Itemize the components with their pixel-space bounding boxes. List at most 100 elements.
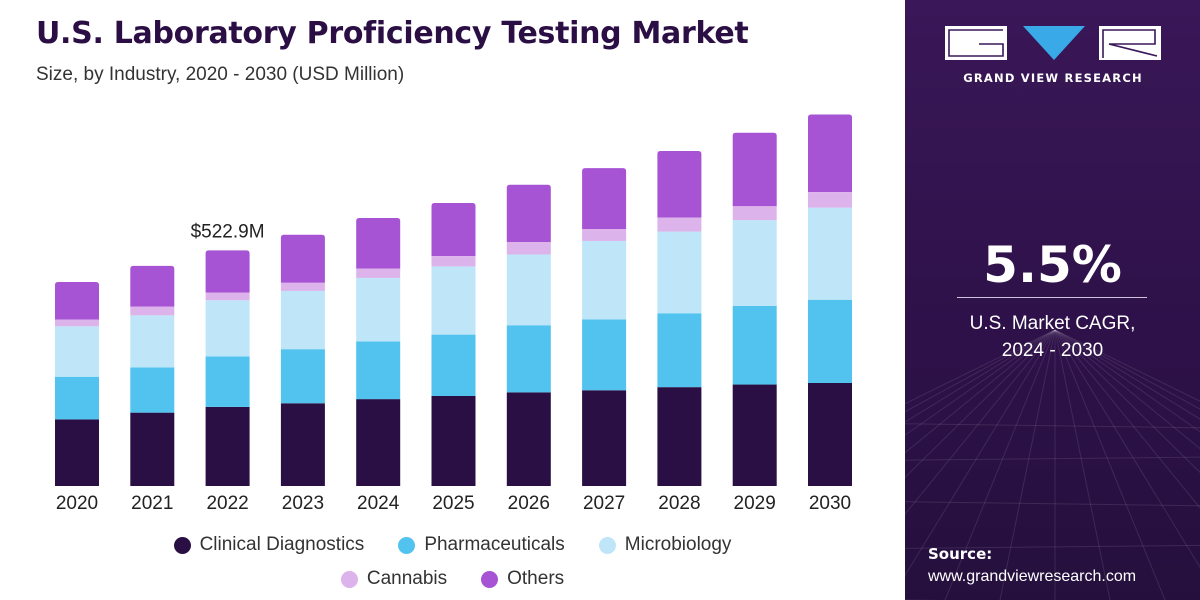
legend-swatch-icon bbox=[598, 536, 616, 554]
bar-segment-clinical-diagnostics-2027 bbox=[582, 390, 627, 486]
source-link[interactable]: www.grandviewresearch.com bbox=[928, 568, 1137, 585]
bar-segment-pharmaceuticals-2026 bbox=[506, 325, 551, 393]
grid-line bbox=[905, 329, 1056, 405]
grid-line bbox=[1054, 329, 1111, 600]
bar-segment-others-2029 bbox=[732, 132, 777, 207]
x-tick-label-2025: 2025 bbox=[432, 493, 474, 514]
bar-segment-microbiology-2022 bbox=[205, 300, 250, 357]
bar-segment-clinical-diagnostics-2030 bbox=[808, 382, 852, 486]
bar-segment-microbiology-2024 bbox=[356, 277, 401, 342]
bar-segment-microbiology-2029 bbox=[732, 220, 777, 306]
grid-line bbox=[905, 329, 1056, 515]
data-label-2022: $522.9M bbox=[191, 221, 265, 242]
legend-label: Microbiology bbox=[624, 534, 732, 555]
cagr-divider bbox=[957, 297, 1147, 298]
x-tick-label-2027: 2027 bbox=[583, 493, 625, 514]
bar-segment-cannabis-2023 bbox=[280, 282, 325, 291]
bar-segment-others-2025 bbox=[431, 202, 476, 257]
legend-swatch-icon bbox=[173, 536, 191, 554]
chart-area: U.S. Laboratory Proficiency Testing Mark… bbox=[36, 16, 852, 590]
grid-line bbox=[1054, 329, 1166, 600]
grid-line bbox=[905, 329, 1056, 436]
x-tick-label-2024: 2024 bbox=[357, 493, 400, 514]
logo-v-triangle-icon bbox=[1023, 26, 1085, 60]
legend-item-others: Others bbox=[481, 568, 564, 590]
stacked-bar-chart: 2020 2021 2022 $522.9M 2023 2024 2025 2026 2027 2… bbox=[55, 114, 852, 514]
legend-label: Cannabis bbox=[366, 568, 448, 589]
legend-label: Clinical Diagnostics bbox=[199, 534, 365, 555]
legend-swatch-icon bbox=[340, 570, 358, 588]
bar-segment-others-2020 bbox=[55, 282, 99, 320]
bar-segment-microbiology-2026 bbox=[506, 254, 551, 326]
grid-line bbox=[905, 329, 1056, 423]
source-label: Source: bbox=[928, 545, 993, 563]
bar-segment-clinical-diagnostics-2029 bbox=[732, 384, 777, 486]
bar-segment-others-2023 bbox=[280, 234, 325, 283]
x-tick-label-2021: 2021 bbox=[131, 493, 173, 514]
cagr-label-line-2: 2024 - 2030 bbox=[1001, 340, 1104, 361]
bar-segment-pharmaceuticals-2028 bbox=[657, 313, 702, 388]
bar-segment-clinical-diagnostics-2025 bbox=[431, 395, 476, 486]
bar-segment-pharmaceuticals-2027 bbox=[582, 319, 627, 391]
bar-segment-cannabis-2026 bbox=[506, 241, 551, 255]
grid-line bbox=[905, 329, 1056, 478]
bar-segment-microbiology-2023 bbox=[280, 290, 325, 350]
bar-segment-cannabis-2028 bbox=[657, 217, 702, 232]
legend-item-cannabis: Cannabis bbox=[340, 568, 448, 590]
x-tick-label-2029: 2029 bbox=[734, 493, 776, 514]
brand-name: GRAND VIEW RESEARCH bbox=[963, 71, 1143, 85]
bar-segment-cannabis-2022 bbox=[205, 292, 250, 301]
page-title: U.S. Laboratory Proficiency Testing Mark… bbox=[36, 16, 749, 51]
bar-segment-cannabis-2025 bbox=[431, 256, 476, 267]
bar-segment-clinical-diagnostics-2028 bbox=[657, 387, 702, 486]
bar-segment-pharmaceuticals-2021 bbox=[130, 367, 175, 413]
cagr-label-line-1: U.S. Market CAGR, bbox=[969, 313, 1136, 334]
bar-segment-pharmaceuticals-2024 bbox=[356, 341, 401, 400]
brand-logo bbox=[945, 26, 1161, 60]
grid-line bbox=[1054, 329, 1200, 509]
grid-line bbox=[1054, 329, 1200, 450]
bar-segment-microbiology-2025 bbox=[431, 266, 476, 335]
grid-line bbox=[1054, 329, 1200, 410]
sidebar-panel: GRAND VIEW RESEARCH 5.5% U.S. Market CAG… bbox=[905, 0, 1200, 600]
bar-segment-others-2024 bbox=[356, 218, 401, 269]
legend-item-pharmaceuticals: Pharmaceuticals bbox=[398, 534, 565, 556]
grid-line bbox=[905, 423, 1200, 429]
x-tick-label-2026: 2026 bbox=[508, 493, 550, 514]
grid-line bbox=[1054, 329, 1200, 474]
x-tick-label-2030: 2030 bbox=[809, 493, 851, 514]
bar-segment-pharmaceuticals-2025 bbox=[431, 334, 476, 396]
grid-line bbox=[905, 501, 1200, 507]
bar-segment-pharmaceuticals-2029 bbox=[732, 305, 777, 385]
legend-item-microbiology: Microbiology bbox=[598, 534, 732, 556]
logo-r-mark-icon bbox=[1099, 26, 1161, 60]
bar-segment-microbiology-2021 bbox=[130, 315, 175, 368]
bar-segment-clinical-diagnostics-2022 bbox=[205, 406, 250, 486]
grid-line bbox=[999, 329, 1056, 600]
grid-line bbox=[1054, 329, 1200, 433]
bar-segment-pharmaceuticals-2022 bbox=[205, 356, 250, 407]
bar-segment-others-2028 bbox=[657, 150, 702, 218]
x-tick-label-2020: 2020 bbox=[56, 493, 98, 514]
bar-segment-others-2027 bbox=[582, 168, 627, 229]
bar-segment-cannabis-2030 bbox=[808, 192, 852, 208]
legend-swatch-icon bbox=[398, 536, 416, 554]
bar-segment-cannabis-2024 bbox=[356, 268, 401, 278]
chart-subtitle: Size, by Industry, 2020 - 2030 (USD Mill… bbox=[36, 64, 405, 85]
x-tick-label-2022: 2022 bbox=[206, 493, 248, 514]
bar-segment-microbiology-2027 bbox=[582, 240, 627, 320]
cagr-label: U.S. Market CAGR, 2024 - 2030 bbox=[905, 310, 1200, 364]
grid-line bbox=[1054, 329, 1200, 420]
bar-segment-clinical-diagnostics-2026 bbox=[506, 392, 551, 486]
bar-segment-clinical-diagnostics-2020 bbox=[55, 419, 99, 486]
bar-segment-clinical-diagnostics-2021 bbox=[130, 412, 175, 486]
bar-segment-pharmaceuticals-2023 bbox=[280, 349, 325, 404]
bar-segment-clinical-diagnostics-2023 bbox=[280, 403, 325, 486]
bar-segment-microbiology-2020 bbox=[55, 326, 99, 377]
bar-segment-pharmaceuticals-2030 bbox=[808, 299, 852, 383]
x-tick-label-2023: 2023 bbox=[282, 493, 324, 514]
grid-line bbox=[905, 329, 1056, 454]
bar-segment-others-2021 bbox=[130, 265, 175, 307]
bar-segment-others-2026 bbox=[506, 184, 551, 242]
bar-segment-others-2030 bbox=[808, 114, 852, 193]
